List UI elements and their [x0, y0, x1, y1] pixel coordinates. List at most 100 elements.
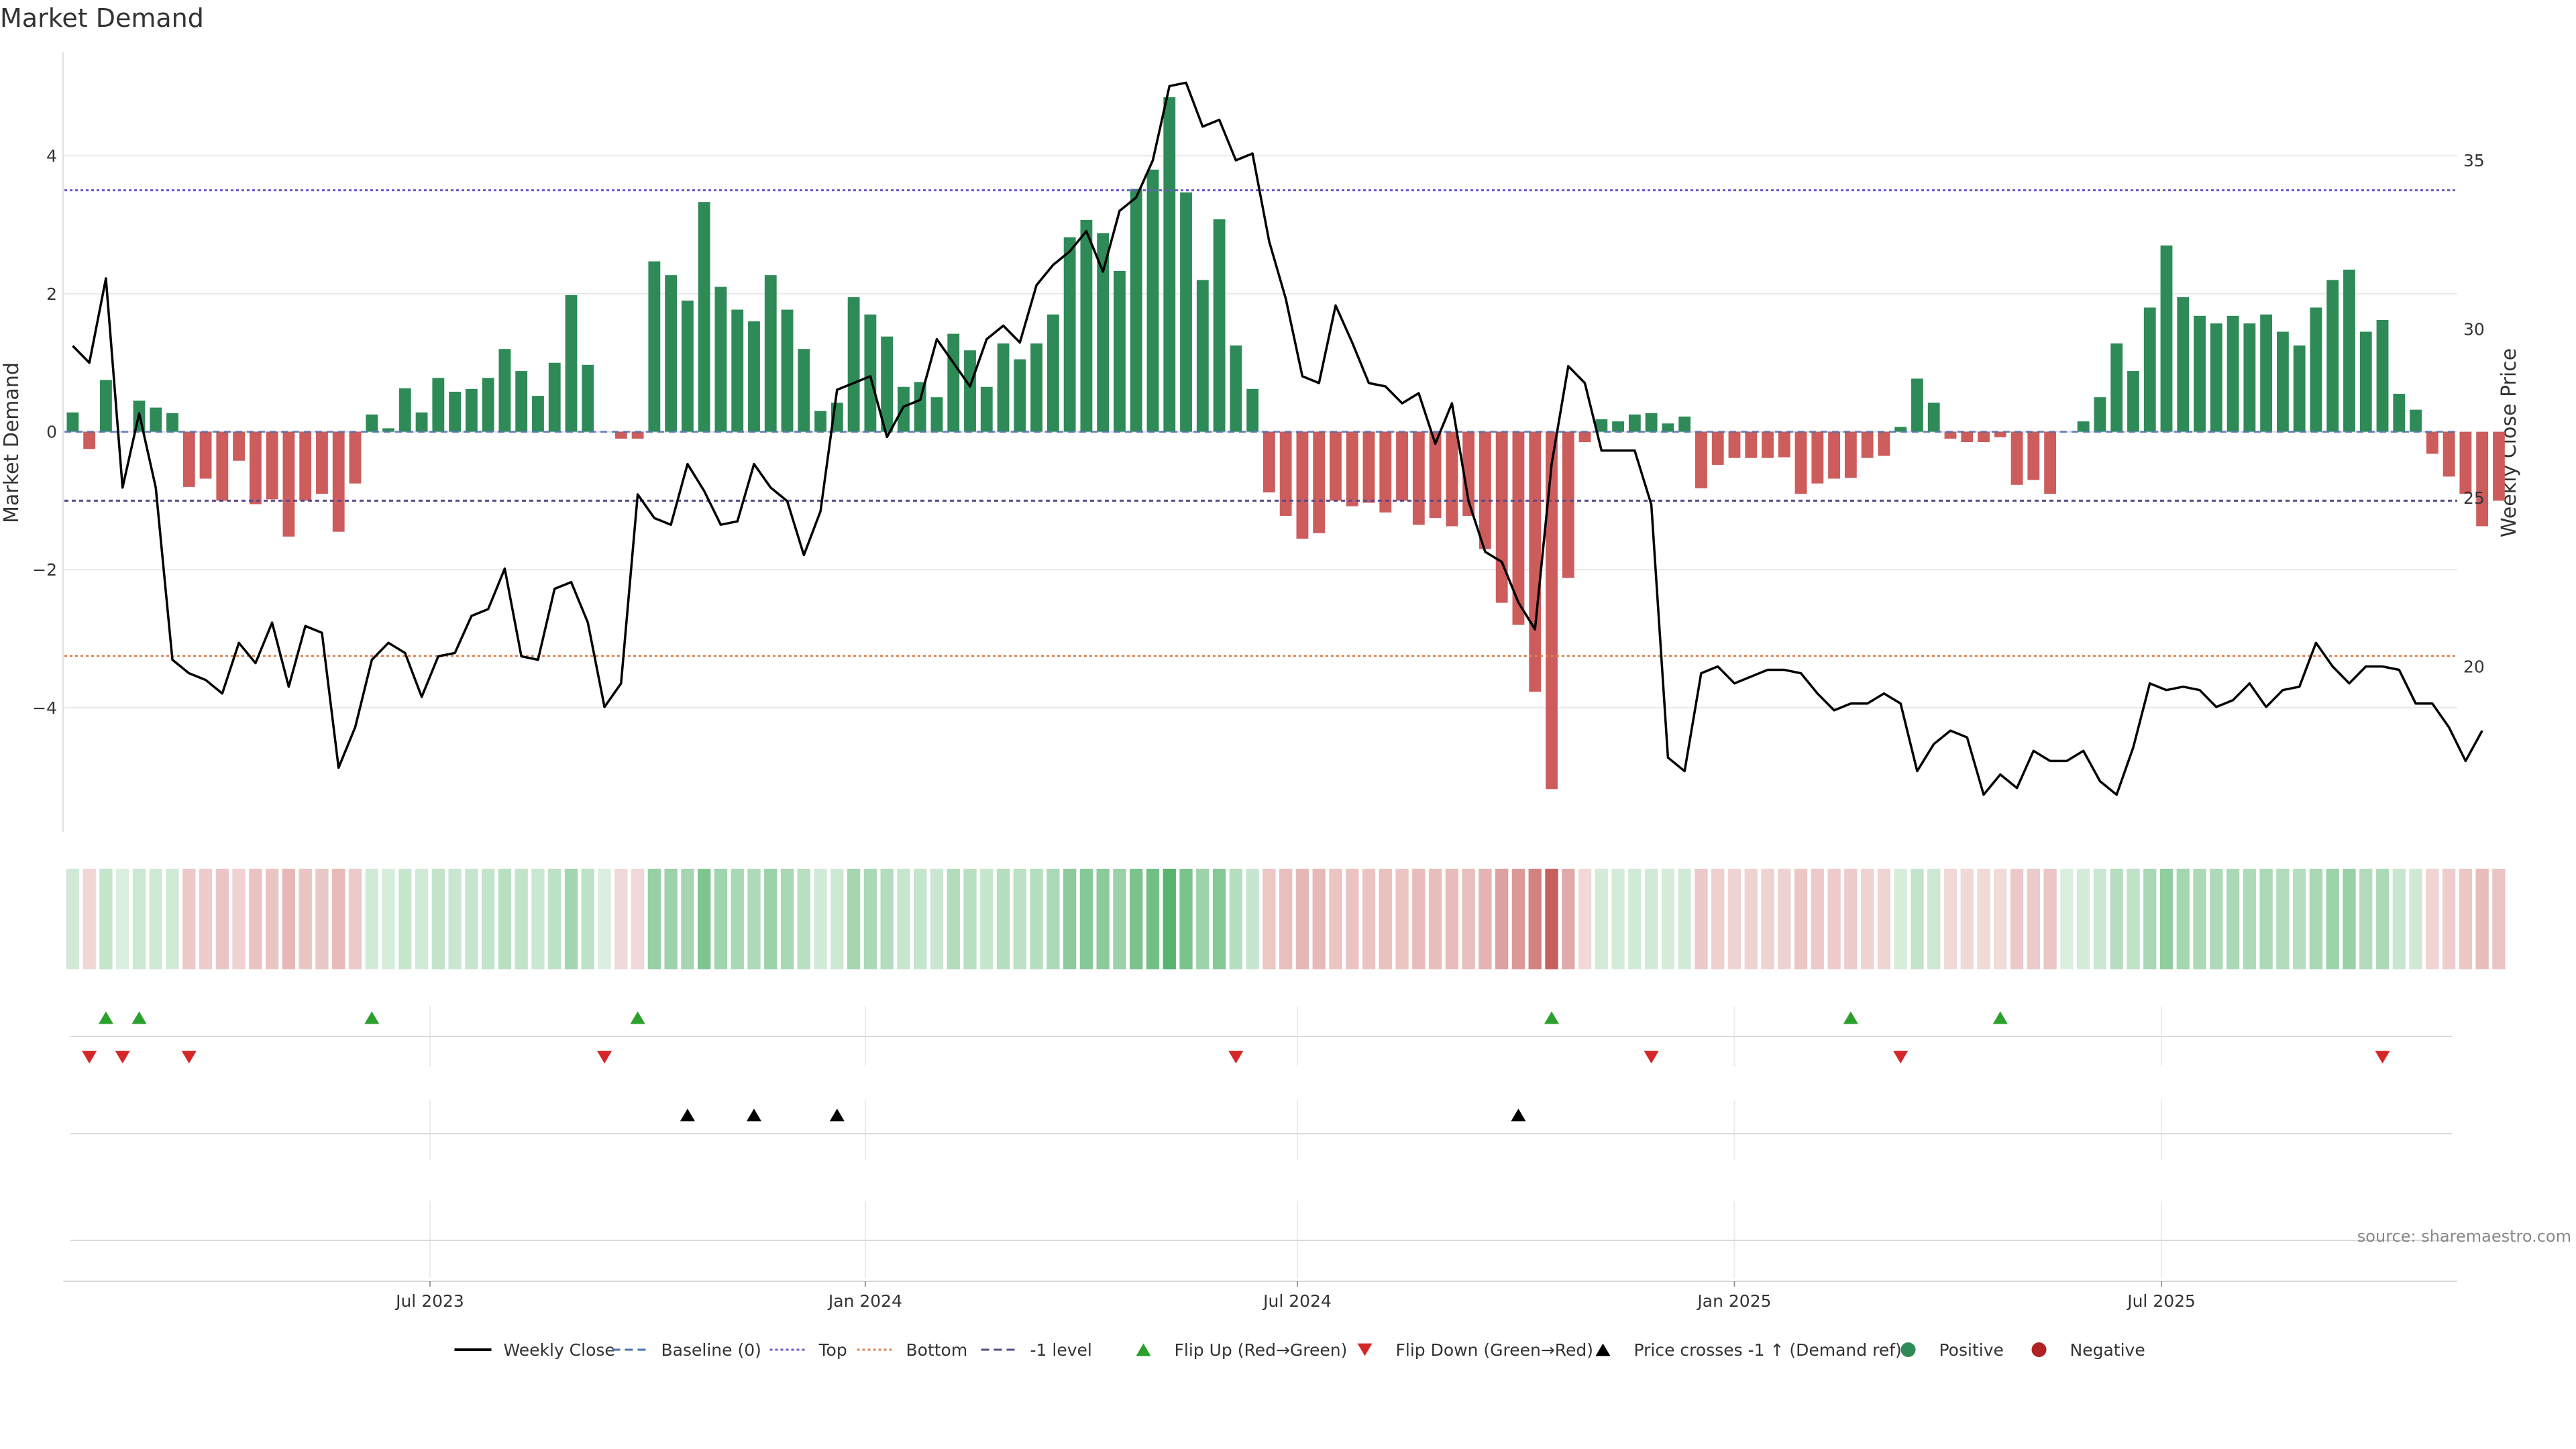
heat-cell-positive [1196, 869, 1210, 969]
bar-negative [1578, 431, 1591, 442]
heat-cell-positive [647, 869, 661, 969]
bar-positive [1595, 419, 1608, 432]
price-cross-marker [680, 1108, 695, 1122]
heat-cell-positive [1079, 869, 1093, 969]
legend-item: Positive [1900, 1340, 2004, 1360]
heat-cell-negative [2459, 869, 2473, 969]
demand-bars [66, 97, 2505, 790]
bar-negative [2459, 431, 2472, 494]
bar-positive [1911, 378, 1923, 432]
source-note: source: sharemaestro.com [2357, 1227, 2571, 1246]
bar-negative [199, 431, 212, 479]
flip-up-marker [1544, 1011, 1559, 1024]
heat-cell-negative [1346, 869, 1359, 969]
bar-positive [1097, 233, 1110, 432]
heat-cell-positive [2060, 869, 2074, 969]
bar-positive [864, 314, 877, 432]
bar-positive [2143, 307, 2156, 432]
bar-positive [515, 371, 528, 432]
heat-cell-positive [947, 869, 960, 969]
flip-down-marker [181, 1051, 197, 1064]
heat-cell-positive [2127, 869, 2140, 969]
heat-cell-negative [1794, 869, 1808, 969]
heat-cell-positive [149, 869, 162, 969]
bar-positive [150, 407, 162, 432]
heat-cell-positive [1229, 869, 1243, 969]
bar-negative [1546, 431, 1558, 790]
heat-cell-positive [515, 869, 528, 969]
bar-positive [731, 309, 744, 432]
heat-cell-negative [1462, 869, 1475, 969]
legend-swatch [1136, 1343, 1151, 1356]
weekly-close-line [72, 81, 2483, 796]
heat-cell-negative [2043, 869, 2057, 969]
bar-positive [930, 397, 943, 432]
bar-positive [432, 378, 445, 432]
heat-cell-positive [398, 869, 412, 969]
heat-cell-positive [2343, 869, 2356, 969]
bar-negative [1828, 431, 1841, 479]
heat-cell-positive [2392, 869, 2406, 969]
legend-item: -1 level [981, 1340, 1092, 1360]
bar-negative [1362, 431, 1375, 503]
heat-cell-positive [2375, 869, 2390, 969]
heat-cell-positive [2359, 869, 2373, 969]
heat-cell-negative [315, 869, 329, 969]
bar-positive [1894, 427, 1907, 432]
price-cross-marker [829, 1108, 845, 1122]
heat-cell-negative [1761, 869, 1774, 969]
heat-cell-negative [83, 869, 96, 969]
legend-label: Top [818, 1340, 847, 1360]
bar-negative [83, 431, 96, 449]
legend-label: Price crosses -1 ↑ (Demand ref) [1634, 1340, 1902, 1360]
heat-cell-positive [1179, 869, 1193, 969]
bar-positive [2127, 371, 2139, 432]
heat-cell-negative [1744, 869, 1758, 969]
bar-positive [66, 412, 79, 432]
heat-cell-negative [1379, 869, 1392, 969]
heat-cell-positive [465, 869, 478, 969]
bar-positive [366, 414, 378, 432]
bar-positive [681, 301, 694, 432]
heat-cell-positive [2409, 869, 2422, 969]
bar-negative [1728, 431, 1741, 458]
y-ticks: −4 −2 0 2 4 20 25 30 35 [32, 146, 2485, 718]
bar-negative [1379, 431, 1392, 513]
bar-positive [2343, 269, 2355, 432]
heat-cell-positive [664, 869, 678, 969]
y2-tick-label: 35 [2463, 151, 2485, 170]
bar-negative [2044, 431, 2057, 494]
heat-cell-negative [249, 869, 262, 969]
heat-cell-positive [914, 869, 927, 969]
legend-label: Baseline (0) [661, 1340, 761, 1360]
bar-negative [182, 431, 195, 487]
legend-label: -1 level [1030, 1340, 1092, 1360]
bar-positive [997, 343, 1010, 432]
heat-cell-positive [166, 869, 179, 969]
heat-cell-positive [1678, 869, 1691, 969]
heat-cell-positive [531, 869, 545, 969]
legend-item: Flip Down (Green→Red) [1357, 1340, 1593, 1360]
heat-cell-negative [1279, 869, 1293, 969]
bar-negative [1263, 431, 1275, 493]
heat-cell-positive [2193, 869, 2206, 969]
flip-markers [63, 1006, 2457, 1282]
bar-positive [1030, 343, 1043, 432]
heat-cell-positive [847, 869, 861, 969]
heat-cell-positive [1113, 869, 1126, 969]
heat-cell-positive [1096, 869, 1110, 969]
legend-swatch [1900, 1342, 1916, 1357]
flip-up-marker [98, 1011, 113, 1024]
x-ticks: Jul 2023 Jan 2024 Jul 2024 Jan 2025 Jul 2025 [394, 1281, 2196, 1311]
heat-cell-positive [2293, 869, 2306, 969]
bar-positive [847, 297, 860, 432]
bar-positive [415, 412, 428, 432]
bar-negative [1529, 431, 1542, 692]
bar-positive [1080, 219, 1093, 432]
bar-positive [2194, 315, 2206, 432]
bar-negative [1479, 431, 1491, 549]
heat-cell-positive [2243, 869, 2257, 969]
heat-cell-negative [1545, 869, 1558, 969]
bar-negative [332, 431, 345, 532]
bar-negative [1512, 431, 1525, 625]
